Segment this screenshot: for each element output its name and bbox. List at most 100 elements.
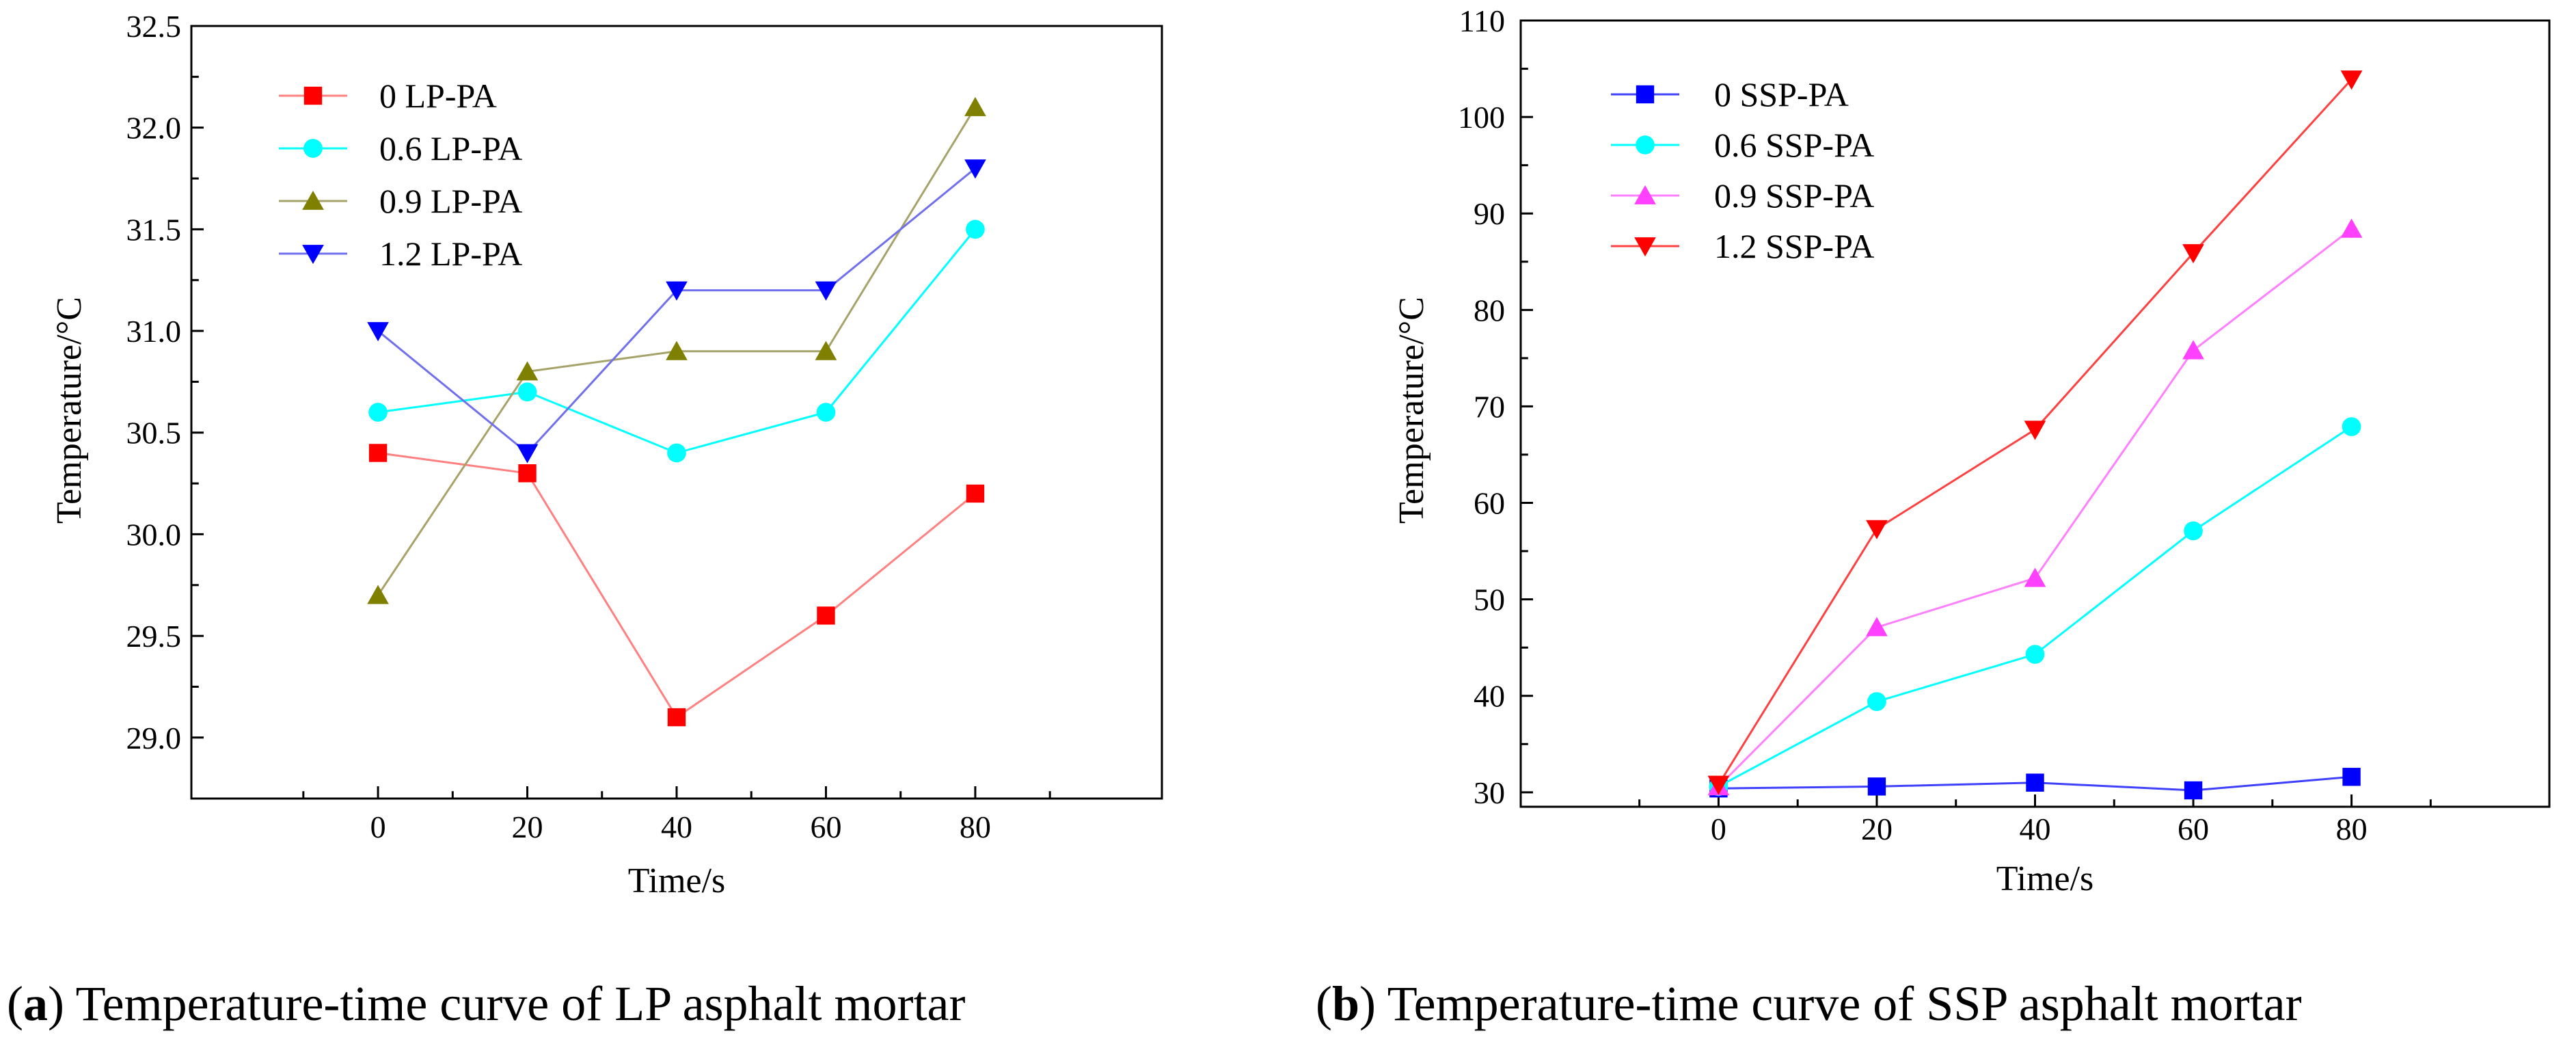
y-tick-label-b: 30 (1474, 775, 1505, 810)
y-tick-label-a: 31.0 (126, 314, 182, 349)
caption-b-text: Temperature-time curve of SSP asphalt mo… (1387, 976, 2302, 1031)
data-point-a-0 (667, 708, 686, 727)
data-point-b-2 (2340, 218, 2363, 238)
y-tick-label-b: 100 (1458, 100, 1505, 135)
y-tick-label-a: 32.5 (126, 9, 182, 44)
x-tick-label-a: 0 (370, 809, 386, 844)
y-tick-label-a: 30.5 (126, 416, 182, 451)
legend-label-b-3: 1.2 SSP-PA (1714, 227, 1874, 265)
series-a-3 (367, 159, 986, 464)
x-axis-title-b: Time/s (1996, 859, 2094, 898)
data-point-b-2 (2182, 340, 2204, 360)
legend-a: 0 LP-PA 0.6 LP-PA 0.9 LP-PA 1.2 LP-PA (279, 77, 522, 273)
data-point-a-2 (666, 340, 688, 360)
x-tick-label-b: 60 (2178, 812, 2209, 846)
data-point-b-3 (2340, 70, 2363, 90)
series-b-1 (1709, 417, 2361, 797)
legend-marker-b-2 (1634, 185, 1656, 204)
y-tick-label-b: 110 (1459, 3, 1505, 38)
legend-marker-a-0 (303, 86, 323, 105)
data-point-a-1 (966, 219, 985, 239)
y-tick-label-a: 32.0 (126, 111, 182, 146)
data-point-a-3 (516, 444, 539, 464)
y-axis-title-a: Temperature/°C (50, 297, 89, 524)
legend-label-a-1: 0.6 LP-PA (379, 129, 522, 168)
series-a-2 (367, 96, 986, 604)
series-b-3 (1707, 70, 2363, 795)
data-point-a-3 (815, 281, 837, 301)
data-point-b-1 (2342, 417, 2361, 436)
data-point-a-0 (966, 484, 985, 503)
caption-b-letter: b (1332, 976, 1359, 1031)
data-point-a-3 (964, 159, 986, 179)
legend-label-a-0: 0 LP-PA (379, 77, 497, 115)
legend-marker-a-2 (302, 190, 324, 210)
data-point-a-1 (368, 403, 388, 422)
y-tick-label-b: 70 (1474, 389, 1505, 424)
y-tick-label-b: 90 (1474, 196, 1505, 231)
series-line-a-0 (377, 451, 976, 719)
chart-panel-b: 30 40 50 60 70 80 90 100 110 0 20 40 60 80 Time/s Tempe… (1392, 3, 2551, 898)
legend-b: 0 SSP-PA 0.6 SSP-PA 0.9 SSP-PA 1.2 SSP-PA (1611, 75, 1874, 265)
data-point-b-3 (2024, 420, 2046, 440)
y-axis-title-b: Temperature/°C (1392, 297, 1431, 524)
data-point-b-0 (2342, 768, 2361, 786)
data-point-a-2 (367, 585, 389, 604)
series-b-2 (1707, 218, 2363, 796)
legend-marker-b-0 (1636, 85, 1655, 104)
legend-label-b-2: 0.9 SSP-PA (1714, 176, 1874, 215)
legend-marker-a-3 (302, 245, 324, 265)
data-point-b-1 (2184, 521, 2203, 541)
caption-a: (a) Temperature-time curve of LP asphalt… (7, 976, 965, 1031)
x-tick-label-a: 80 (960, 809, 991, 844)
data-point-b-0 (2026, 773, 2044, 792)
y-tick-label-a: 31.5 (126, 212, 182, 247)
series-a-0 (368, 444, 985, 727)
x-tick-label-b: 80 (2336, 812, 2368, 846)
caption-b: (b) Temperature-time curve of SSP asphal… (1316, 976, 2302, 1031)
series-line-b-2 (1718, 228, 2353, 788)
legend-label-b-1: 0.6 SSP-PA (1714, 126, 1874, 164)
x-tick-label-b: 40 (2020, 812, 2051, 846)
x-tick-label-a: 40 (661, 809, 692, 844)
data-point-a-1 (517, 382, 537, 402)
series-line-b-1 (1718, 425, 2353, 788)
caption-a-letter: a (23, 976, 48, 1031)
y-tick-label-a: 30.0 (126, 517, 182, 552)
x-tick-label-b: 20 (1861, 812, 1893, 846)
legend-marker-b-1 (1636, 135, 1655, 155)
x-axis-title-a: Time/s (628, 861, 726, 900)
data-point-b-3 (1866, 520, 1888, 539)
series-a-1 (368, 219, 985, 463)
legend-label-a-2: 0.9 LP-PA (379, 182, 522, 220)
caption-a-text: Temperature-time curve of LP asphalt mor… (76, 976, 966, 1031)
legend-label-b-0: 0 SSP-PA (1714, 75, 1849, 113)
legend-label-a-3: 1.2 LP-PA (379, 235, 522, 273)
data-point-a-0 (518, 464, 537, 483)
data-point-b-1 (1867, 692, 1886, 712)
legend-marker-a-1 (303, 139, 323, 158)
data-point-b-3 (1707, 775, 1730, 795)
data-point-a-1 (816, 403, 836, 422)
y-tick-label-b: 60 (1474, 486, 1505, 521)
data-point-b-3 (2182, 244, 2204, 264)
data-point-a-1 (667, 443, 686, 463)
data-point-a-3 (666, 281, 688, 301)
x-tick-label-b: 0 (1711, 812, 1726, 846)
y-tick-label-b: 80 (1474, 293, 1505, 327)
data-point-a-2 (964, 96, 986, 116)
plot-frame-b (1519, 19, 2551, 808)
data-point-a-2 (516, 361, 539, 381)
data-point-b-2 (2024, 567, 2046, 587)
data-point-b-0 (1867, 777, 1886, 796)
legend-marker-b-3 (1634, 237, 1656, 257)
y-tick-label-a: 29.0 (126, 721, 182, 755)
series-b-0 (1709, 768, 2361, 800)
data-point-b-0 (2184, 781, 2203, 800)
data-point-a-3 (367, 322, 389, 342)
data-point-a-0 (368, 444, 388, 462)
data-point-b-1 (2025, 645, 2045, 664)
y-tick-label-b: 50 (1474, 583, 1505, 617)
chart-panel-a: 29.0 29.5 30.0 30.5 31.0 31.5 32.0 32.5 0 20 40 60 8… (50, 9, 1163, 900)
